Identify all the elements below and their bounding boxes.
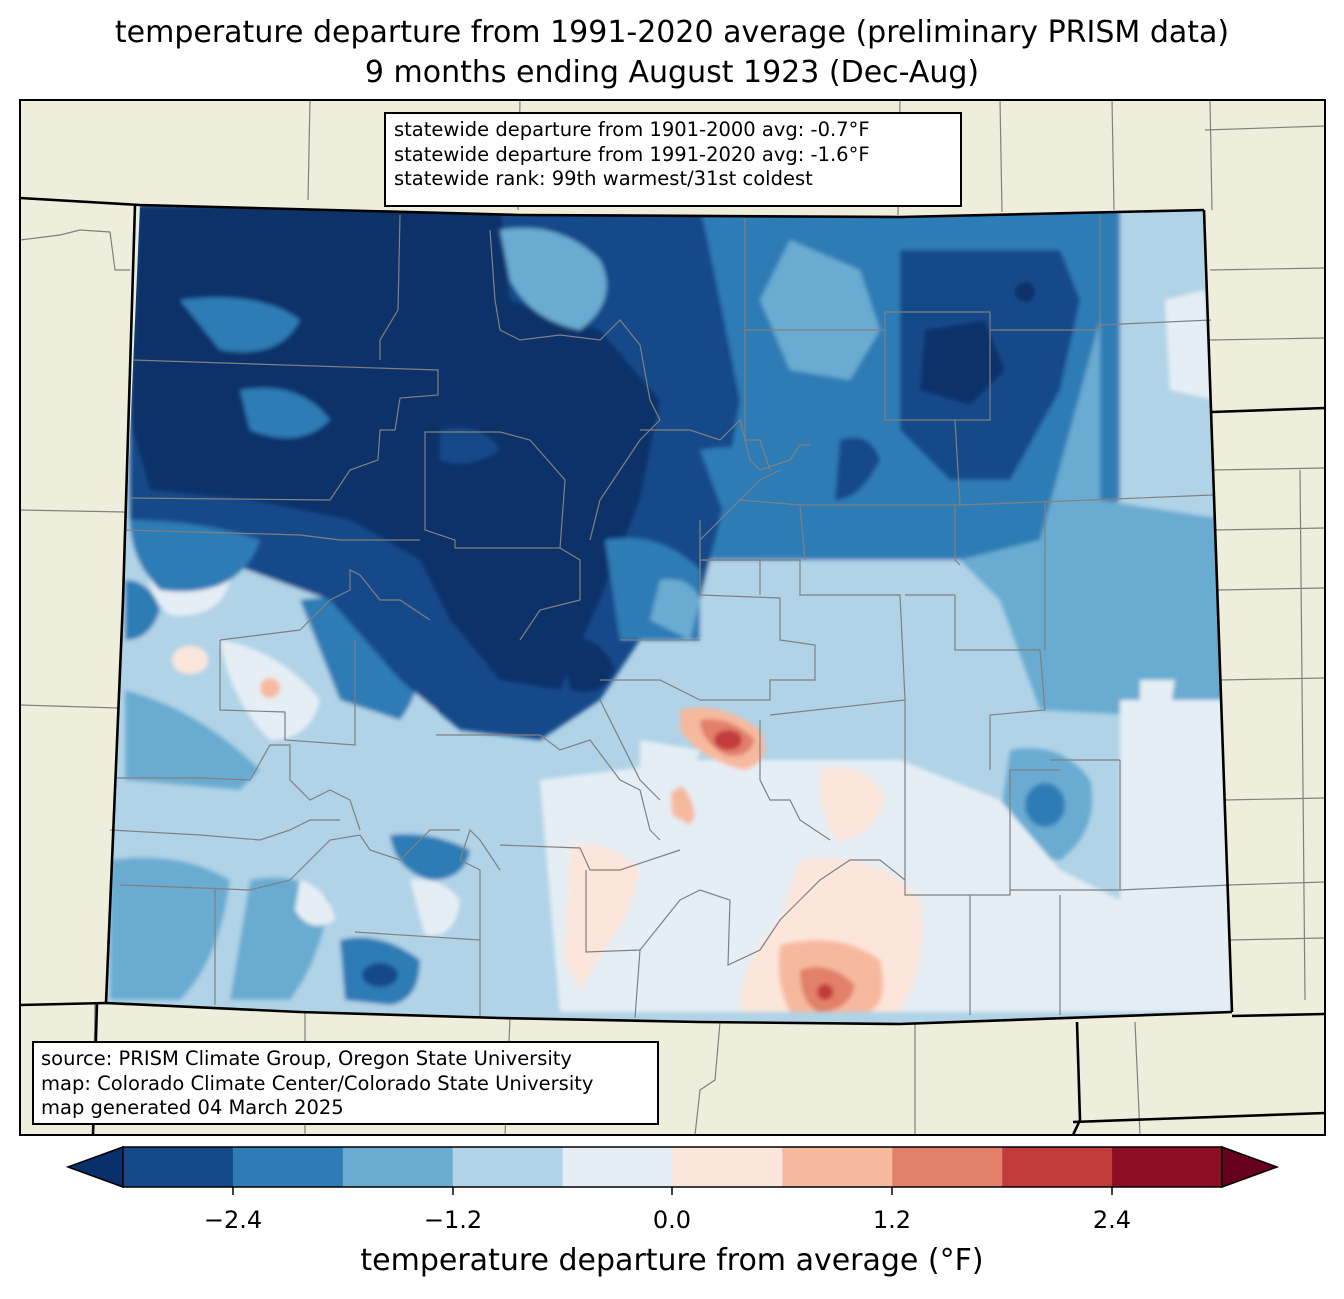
colorbar-tick-label: −2.4 — [203, 1206, 263, 1234]
colorbar-extend-low — [65, 1145, 124, 1189]
stats-departure-1991-2020: statewide departure from 1991-2020 avg: … — [394, 142, 870, 166]
colorbar-tick-label: 0.0 — [652, 1206, 692, 1234]
temperature-field — [106, 205, 1232, 1024]
map-border — [19, 99, 1326, 1136]
colorbar-ticks — [232, 1187, 1113, 1195]
colorbar-bin — [342, 1147, 454, 1187]
source-credits-box: source: PRISM Climate Group, Oregon Stat… — [32, 1041, 659, 1125]
county-lines — [109, 214, 1231, 1019]
map-title-line1: temperature departure from 1991-2020 ave… — [114, 15, 1230, 50]
colorbar-bin — [1002, 1147, 1113, 1187]
colorbar-bin — [452, 1147, 564, 1187]
map-credit-line: map: Colorado Climate Center/Colorado St… — [41, 1071, 594, 1095]
colorbar-label: temperature departure from average (°F) — [360, 1243, 984, 1278]
colorbar-bin — [892, 1147, 1003, 1187]
stats-rank: statewide rank: 99th warmest/31st coldes… — [394, 167, 813, 190]
colorbar-extend-high — [1221, 1145, 1280, 1189]
colorbar-tick-label: −1.2 — [423, 1206, 483, 1234]
map-generated-line: map generated 04 March 2025 — [41, 1096, 344, 1119]
colorbar — [65, 1145, 1280, 1195]
colorbar-bin — [782, 1147, 893, 1187]
colorbar-bin — [123, 1147, 234, 1187]
stats-departure-1901-2000: statewide departure from 1901-2000 avg: … — [394, 118, 870, 141]
colorbar-tick-label: 1.2 — [872, 1206, 912, 1234]
map-title-line2: 9 months ending August 1923 (Dec-Aug) — [364, 55, 980, 90]
colorbar-bin — [1112, 1147, 1223, 1187]
source-line: source: PRISM Climate Group, Oregon Stat… — [41, 1047, 572, 1070]
statewide-stats-box: statewide departure from 1901-2000 avg: … — [384, 112, 962, 207]
colorbar-bin — [672, 1147, 783, 1187]
colorbar-bin — [232, 1147, 344, 1187]
colorbar-bin — [562, 1147, 673, 1187]
colorbar-tick-label: 2.4 — [1092, 1206, 1132, 1234]
